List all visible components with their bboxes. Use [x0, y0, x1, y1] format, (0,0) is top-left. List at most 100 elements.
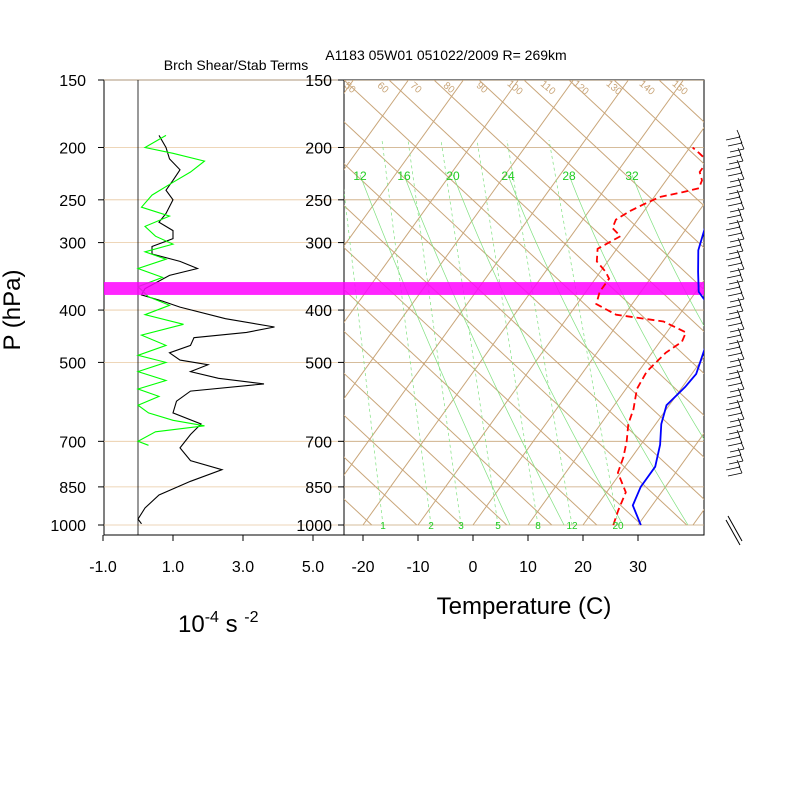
wind-barb-flag	[737, 417, 742, 426]
isotherm	[362, 80, 684, 526]
right-x-tick-label: 20	[574, 559, 592, 576]
wind-barb-staff	[728, 400, 744, 405]
right-x-tick-label: 30	[629, 559, 647, 576]
wind-barb-flag	[736, 399, 741, 408]
dry-adiabat	[344, 330, 553, 526]
wind-barb-staff	[727, 202, 743, 207]
mixing-ratio-label: 2	[428, 521, 434, 532]
xlabel-exp2: -2	[244, 609, 258, 626]
wind-barb-staff	[726, 394, 742, 399]
profile-series-group	[595, 146, 704, 526]
isotherm	[637, 432, 704, 526]
wind-barb-flag	[736, 309, 741, 318]
wind-barb-surface	[725, 519, 741, 546]
dry-adiabat	[433, 80, 704, 333]
left-y-tick-label: 850	[59, 480, 86, 497]
wind-barb-staff	[725, 256, 741, 261]
right-x-tick-label: 0	[469, 559, 478, 576]
dry-adiabat	[344, 288, 598, 526]
mixing-ratio-label: 5	[495, 521, 501, 532]
wind-barb-staff	[729, 208, 745, 213]
wind-barb-flag	[737, 267, 742, 276]
right-y-tick-label: 400	[305, 303, 332, 320]
mixing-ratio-line	[476, 139, 539, 526]
wind-barb-flag	[738, 465, 743, 474]
wind-barb-staff	[727, 322, 743, 327]
dry-adiabat	[703, 80, 704, 81]
dry-adiabat	[344, 121, 704, 458]
skewt-panel: 1 2 3 5 8 12 20 12 16 20 24 28 32 50 60 70 80 90 100 110 1…	[104, 47, 745, 620]
theta-e-label: 32	[625, 169, 639, 183]
shear-series-group	[136, 134, 275, 525]
skewt-plot-frame	[343, 79, 705, 536]
right-y-tick-label: 250	[305, 193, 332, 210]
wind-barb-staff	[728, 430, 744, 435]
wind-barb-flag	[740, 381, 745, 390]
wind-barb-flag	[740, 171, 745, 180]
wind-barb-staff	[726, 214, 742, 219]
wind-barb-staff	[725, 316, 741, 321]
mixing-ratio-line	[407, 139, 462, 526]
wind-barb-flag	[737, 357, 742, 366]
wind-barb-flag	[739, 243, 744, 252]
wind-barb-flag	[739, 393, 744, 402]
wind-barb-staff	[727, 142, 743, 147]
wind-barb-flag	[739, 363, 744, 372]
right-chart-title: A1183 05W01 051022/2009 R= 269km	[325, 47, 566, 63]
dry-adiabat	[388, 80, 704, 375]
theta-e-label: 20	[446, 169, 460, 183]
right-y-tick-label: 150	[305, 73, 332, 90]
right-x-tick-label: -20	[351, 559, 374, 576]
wind-barb-staff	[725, 226, 741, 231]
left-y-tick-label: 150	[59, 73, 86, 90]
skewt-background: 1 2 3 5 8 12 20 12 16 20 24 28 32 50 60 70 80 90 100 110 1…	[344, 80, 704, 532]
right-y-tick-labels: 150 200 250 300 400 500 700 850 1000	[296, 73, 344, 535]
wind-barb-staff	[729, 418, 745, 423]
wind-barb-flag	[738, 405, 743, 414]
wind-barbs	[725, 129, 745, 546]
wind-barb-flag	[738, 225, 743, 234]
isotherm	[344, 80, 409, 171]
right-x-tick-labels: -20 -10 0 10 20 30	[351, 535, 647, 576]
moisture-lines	[344, 139, 704, 526]
y-axis-label: P (hPa)	[0, 270, 26, 351]
wind-barb-staff	[726, 454, 742, 459]
dewpoint-profile	[595, 146, 704, 526]
wind-barb-flag	[740, 321, 745, 330]
wind-barb-staff	[726, 154, 742, 159]
wind-barb-staff	[727, 232, 743, 237]
wind-barb-staff	[726, 424, 742, 429]
wind-barb-flag	[740, 261, 745, 270]
wind-barb-flag	[737, 237, 742, 246]
wind-barb-staff	[729, 148, 745, 153]
wind-barb-staff	[725, 406, 741, 411]
left-x-tick-labels: -1.0 1.0 3.0 5.0	[89, 535, 324, 576]
wind-barb-flag	[740, 291, 745, 300]
wind-barb-flag	[736, 189, 741, 198]
shear-series-2	[136, 134, 206, 446]
isotherm	[344, 80, 629, 476]
wind-barb-flag	[739, 423, 744, 432]
wind-barb-staff	[725, 166, 741, 171]
right-x-tick-label: -10	[406, 559, 429, 576]
wind-barb-staff	[725, 346, 741, 351]
wind-barb-flag	[738, 165, 743, 174]
wind-barb-flag	[736, 129, 741, 138]
dry-adiabat	[344, 372, 508, 526]
wind-barb-flag	[740, 351, 745, 360]
mixing-ratio-label: 3	[458, 521, 464, 532]
wind-barb-staff	[728, 340, 744, 345]
wind-barb-staff	[727, 352, 743, 357]
left-y-tick-label: 300	[59, 236, 86, 253]
wind-barb-staff	[726, 244, 742, 249]
wind-barb-flag	[737, 447, 742, 456]
mixing-ratio-label: 20	[612, 521, 624, 532]
theta-e-label: 24	[501, 169, 515, 183]
theta-e-line	[631, 174, 704, 327]
wind-barb-staff	[727, 472, 743, 477]
wind-barb-staff	[726, 304, 742, 309]
wind-barb-flag	[738, 345, 743, 354]
wind-barb-flag	[740, 141, 745, 150]
wind-barb-staff	[725, 376, 741, 381]
